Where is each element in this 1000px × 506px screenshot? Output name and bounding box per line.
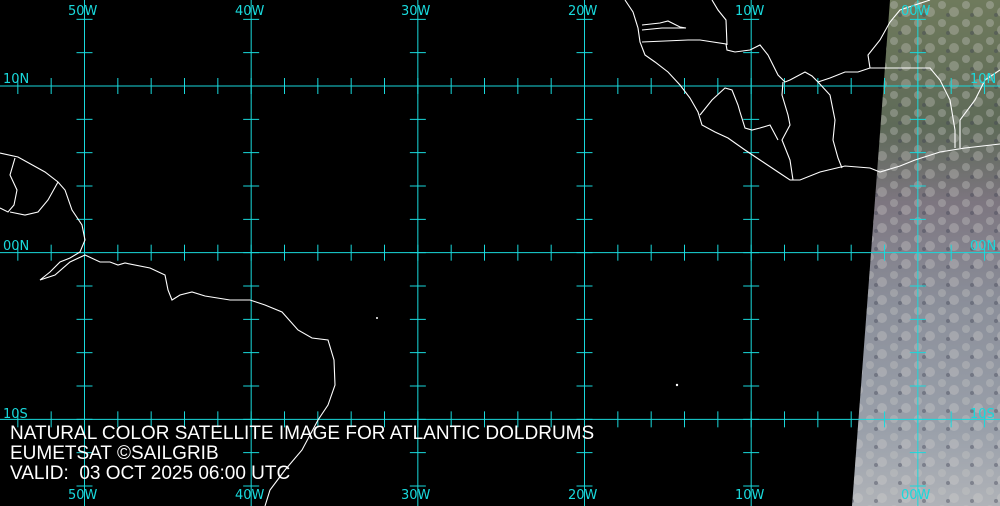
africa-border-8 (870, 67, 956, 148)
lon-label-40w-bottom: 40W (235, 488, 265, 503)
map-caption: NATURAL COLOR SATELLITE IMAGE FOR ATLANT… (10, 424, 594, 484)
lat-label-00n-right: 00N (970, 239, 997, 254)
island-dot (675, 383, 679, 387)
caption-credit: EUMETSAT ©SAILGRIB (10, 443, 219, 464)
guiana-border (0, 157, 18, 213)
africa-border-2 (641, 39, 871, 83)
africa-border-1 (641, 20, 687, 31)
lon-label-20w-bottom: 20W (568, 488, 598, 503)
island-dot (376, 317, 378, 319)
lat-label-00n: 00N (3, 239, 30, 254)
lon-label-40w: 40W (235, 4, 265, 19)
lon-label-50w: 50W (68, 4, 98, 19)
lon-label-00w: 00W (901, 4, 931, 19)
lat-label-10n: 10N (3, 72, 30, 87)
lat-label-10s: 10S (3, 407, 28, 422)
lon-label-10w: 10W (735, 4, 765, 19)
lon-label-10w-bottom: 10W (735, 488, 765, 503)
south-america-coast (0, 152, 336, 506)
guiana-border-2 (9, 181, 59, 216)
africa-border-3 (711, 0, 728, 46)
lat-label-10n-right: 10N (970, 72, 997, 87)
lon-label-20w: 20W (568, 4, 598, 19)
africa-border-5 (699, 87, 779, 141)
lat-label-10s-right: 10S (970, 407, 995, 422)
africa-border-9 (959, 69, 1000, 148)
lon-label-30w-bottom: 30W (401, 488, 431, 503)
africa-border-6 (817, 81, 843, 169)
lon-label-50w-bottom: 50W (68, 488, 98, 503)
africa-border-7 (867, 0, 931, 69)
caption-title: NATURAL COLOR SATELLITE IMAGE FOR ATLANT… (10, 423, 595, 444)
lon-label-00w-bottom: 00W (901, 488, 931, 503)
caption-valid-time: VALID: 03 OCT 2025 06:00 UTC (10, 463, 291, 484)
africa-border-4 (781, 81, 794, 181)
lon-label-30w: 30W (401, 4, 431, 19)
west-africa-coast (624, 0, 1000, 181)
